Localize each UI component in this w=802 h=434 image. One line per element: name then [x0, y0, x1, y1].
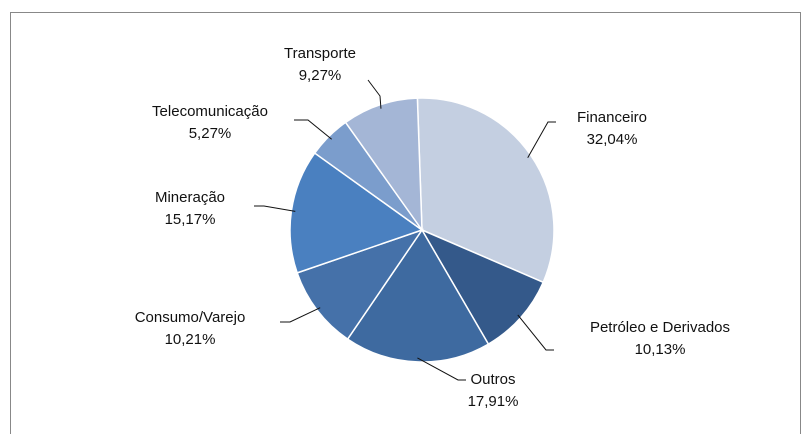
leader-line	[527, 121, 556, 159]
slice-label: Petróleo e Derivados	[590, 319, 730, 336]
slice-value-label: 5,27%	[189, 125, 232, 142]
leader-line	[417, 357, 466, 381]
slice-label: Telecomunicação	[152, 103, 268, 120]
leader-line	[294, 119, 332, 140]
slice-value-label: 15,17%	[165, 211, 216, 228]
leader-line	[367, 79, 382, 109]
pie-slice	[296, 228, 424, 341]
slice-value-label: 10,13%	[635, 341, 686, 358]
pie-slice	[416, 97, 555, 284]
slice-label: Mineração	[155, 189, 225, 206]
chart-frame	[10, 12, 801, 434]
leader-line	[280, 307, 321, 323]
leader-line	[517, 314, 554, 351]
slice-label: Outros	[470, 371, 515, 388]
slice-value-label: 9,27%	[299, 67, 342, 84]
slice-value-label: 10,21%	[165, 331, 216, 348]
slice-label: Consumo/Varejo	[135, 309, 246, 326]
slice-label: Financeiro	[577, 109, 647, 126]
pie-slice	[420, 228, 545, 346]
leader-line	[254, 205, 296, 212]
slice-value-label: 17,91%	[468, 393, 519, 410]
pie-slice	[344, 97, 423, 233]
slice-label: Transporte	[284, 45, 356, 62]
slice-value-label: 32,04%	[587, 131, 638, 148]
pie-slice	[346, 228, 490, 363]
